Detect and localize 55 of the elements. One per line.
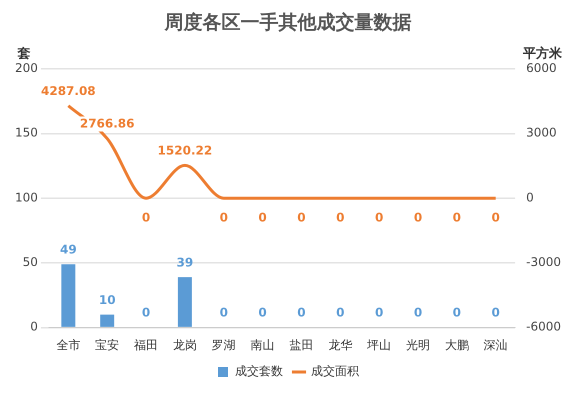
data-label: 0 [414,306,422,320]
data-label: 0 [142,210,150,224]
data-label: 0 [297,306,306,320]
y-tick-label: 50 [22,255,38,270]
y-tick-label: 200 [15,60,38,75]
data-label: 0 [297,210,306,224]
y-tick-label: 150 [15,126,38,140]
data-label: 39 [176,255,194,270]
x-tick-label: 光明 [406,338,430,352]
data-label: 0 [220,210,228,224]
bar [178,277,192,327]
data-label: 0 [336,210,344,224]
x-tick-label: 龙华 [328,338,352,352]
data-label: 0 [452,306,462,320]
x-tick-label: 盐田 [289,338,314,352]
y2-tick-label: 3000 [526,126,557,140]
data-label: 0 [220,306,228,320]
x-tick-label: 大鹏 [444,338,469,352]
data-label: 2766.86 [80,116,135,131]
x-tick-label: 南山 [250,338,275,352]
y2-axis-title: 平方米 [522,46,563,62]
data-label: 0 [258,210,267,224]
data-label: 0 [258,306,267,320]
y2-tick-label: -3000 [526,255,562,270]
x-tick-label: 宝安 [95,338,120,352]
data-label: 0 [452,210,462,224]
x-tick-label: 龙岗 [172,338,197,352]
y2-tick-label: 0 [526,190,534,204]
data-label: 0 [414,210,422,224]
x-tick-label: 罗湖 [212,338,236,352]
data-label: 0 [492,306,500,320]
x-tick-label: 深汕 [484,338,508,352]
x-tick-label: 全市 [56,338,80,352]
y2-tick-label: -6000 [526,320,562,334]
y2-tick-label: 6000 [526,60,557,75]
legend-label: 成交套数 [235,364,283,378]
data-label: 10 [98,292,116,307]
data-label: 0 [374,306,384,320]
data-label: 1520.22 [158,144,212,158]
bar [100,314,114,327]
legend-label: 成交面积 [311,364,359,378]
y-tick-label: 0 [30,320,38,334]
data-label: 0 [336,306,344,320]
line-series [66,104,498,200]
data-label: 4287.08 [41,84,96,98]
bar [61,264,76,327]
chart-title: 周度各区一手其他成交量数据 [164,11,412,34]
x-tick-label: 福田 [134,338,158,352]
y-tick-label: 100 [15,190,38,204]
y-axis-title: 套 [16,46,30,62]
data-label: 0 [374,210,384,224]
data-label: 0 [142,306,150,320]
x-tick-label: 坪山 [366,338,392,352]
data-label: 0 [492,210,500,224]
data-label: 49 [60,242,77,256]
